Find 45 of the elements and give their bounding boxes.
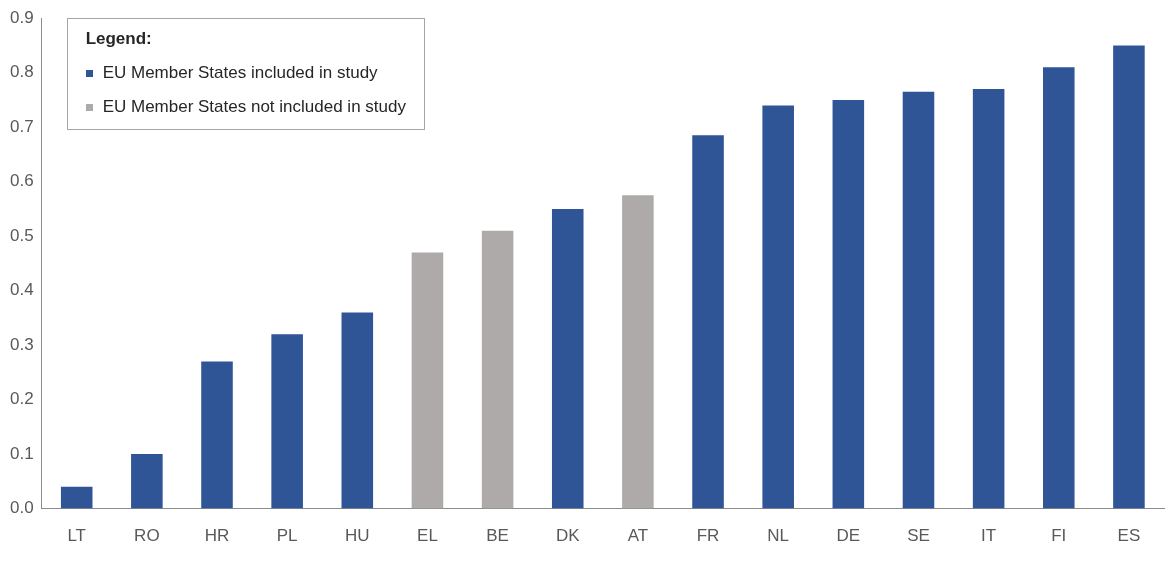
bar — [271, 334, 303, 509]
y-tick-label: 0.4 — [9, 280, 34, 300]
bar — [551, 208, 584, 509]
y-tick-label: 0.9 — [9, 7, 34, 27]
x-tick-label: FR — [696, 526, 720, 546]
bar — [832, 99, 865, 509]
x-tick-label: HR — [204, 526, 230, 546]
y-tick-label: 0.0 — [9, 498, 34, 518]
legend-title: Legend: — [85, 29, 153, 50]
x-tick-label: AT — [627, 526, 649, 546]
x-tick-label: LT — [67, 526, 86, 546]
y-tick-label: 0.7 — [9, 116, 34, 136]
bar — [762, 105, 794, 509]
bar — [1042, 67, 1075, 509]
x-tick-label: SE — [907, 526, 930, 546]
x-tick-label: EL — [417, 526, 438, 546]
x-tick-label: DE — [836, 526, 861, 546]
x-tick-label: DK — [555, 526, 581, 546]
legend-label: EU Member States not included in study — [102, 97, 406, 118]
y-tick-label: 0.2 — [9, 389, 34, 409]
x-tick-label: NL — [767, 526, 790, 546]
bar — [692, 135, 724, 509]
x-tick-label: PL — [276, 526, 298, 546]
bar — [481, 230, 514, 509]
x-tick-label: ES — [1117, 526, 1141, 546]
bar — [902, 91, 935, 509]
y-tick-label: 0.5 — [9, 225, 34, 245]
y-tick-label: 0.6 — [9, 171, 34, 191]
bar — [60, 486, 93, 509]
y-tick-label: 0.3 — [9, 334, 34, 354]
legend-label: EU Member States included in study — [102, 63, 378, 84]
x-tick-label: BE — [486, 526, 509, 546]
bar — [131, 454, 163, 509]
bar — [341, 312, 374, 509]
y-tick-label: 0.8 — [9, 62, 34, 82]
bar — [1113, 45, 1145, 509]
y-tick-label: 0.1 — [9, 443, 34, 463]
bar — [411, 252, 444, 509]
x-tick-label: FI — [1051, 526, 1067, 546]
x-tick-label: IT — [981, 526, 997, 546]
x-tick-label: HU — [345, 526, 370, 546]
bar — [622, 195, 654, 509]
bar — [972, 89, 1005, 509]
bar — [201, 361, 233, 509]
x-tick-label: RO — [134, 526, 160, 546]
